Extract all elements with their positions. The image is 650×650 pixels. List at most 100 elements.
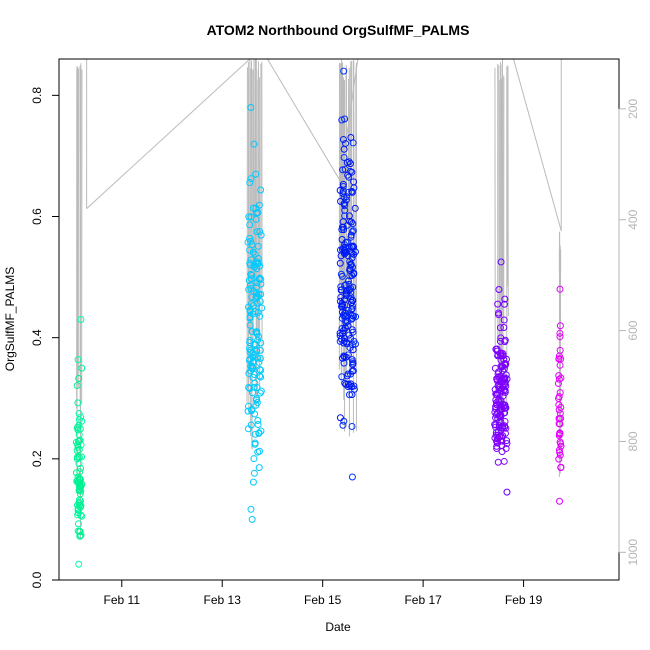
data-point: [257, 373, 265, 381]
data-point: [254, 242, 262, 250]
data-point: [499, 350, 507, 358]
data-point: [348, 356, 356, 364]
data-point: [337, 286, 345, 294]
data-point: [251, 250, 259, 258]
right-tick-label: 800: [626, 431, 640, 451]
y-axis: 0.0 0.2 0.4 0.6 0.8: [30, 87, 59, 588]
data-point: [349, 314, 357, 322]
data-point: [494, 377, 502, 385]
data-point: [346, 258, 354, 266]
data-point: [503, 488, 511, 496]
data-point: [495, 286, 503, 294]
data-point: [336, 414, 344, 422]
data-point: [500, 457, 508, 465]
data-point: [345, 391, 353, 399]
data-point: [251, 340, 259, 348]
data-point: [555, 446, 563, 454]
data-point: [556, 451, 564, 459]
data-point: [256, 389, 264, 397]
y-tick-label: 0.2: [30, 450, 44, 467]
data-point: [255, 447, 263, 455]
data-point: [257, 186, 265, 194]
y-tick-label: 0.4: [30, 329, 44, 346]
data-point: [246, 234, 254, 242]
right-tick-label: 400: [626, 209, 640, 229]
data-point: [75, 499, 83, 507]
data-point: [348, 391, 356, 399]
data-point: [254, 416, 262, 424]
data-point: [556, 430, 564, 438]
data-point: [351, 204, 359, 212]
data-point: [77, 503, 85, 511]
data-point: [247, 213, 255, 221]
data-point: [247, 175, 255, 183]
data-point: [255, 464, 263, 472]
data-point: [252, 170, 260, 178]
data-point: [557, 442, 565, 450]
data-point: [76, 425, 84, 433]
data-point: [249, 204, 257, 212]
data-point: [492, 414, 500, 422]
x-tick-label: Feb 15: [304, 593, 342, 607]
data-point: [500, 323, 508, 331]
data-point: [256, 372, 264, 380]
data-point: [338, 272, 346, 280]
data-point: [348, 473, 356, 481]
data-point: [245, 285, 253, 293]
data-point: [244, 425, 252, 433]
data-point: [556, 497, 564, 505]
data-point: [555, 355, 563, 363]
data-point: [348, 311, 356, 319]
data-point: [340, 226, 348, 234]
data-point: [347, 334, 355, 342]
profile-lines: [74, 58, 562, 540]
data-point: [348, 383, 356, 391]
data-point: [76, 490, 84, 498]
data-point: [347, 133, 355, 141]
y-axis-right: 200 400 600 800 1000: [618, 99, 640, 566]
data-point: [339, 354, 347, 362]
data-point: [74, 478, 82, 486]
data-point: [257, 231, 265, 239]
data-point: [502, 445, 510, 453]
data-point: [348, 326, 356, 334]
data-point: [336, 259, 344, 267]
data-point: [340, 417, 348, 425]
data-point: [246, 221, 254, 229]
right-tick-label: 200: [626, 99, 640, 119]
data-point: [338, 308, 346, 316]
data-point: [493, 347, 501, 355]
data-point: [252, 401, 260, 409]
data-point: [342, 380, 350, 388]
data-point: [247, 270, 255, 278]
data-point: [247, 256, 255, 264]
data-point: [246, 281, 254, 289]
y-tick-label: 0.8: [30, 87, 44, 104]
data-point: [556, 333, 564, 341]
data-point: [339, 327, 347, 335]
data-point: [493, 401, 501, 409]
transect-line: [267, 58, 341, 182]
data-point: [345, 212, 353, 220]
data-point: [348, 254, 356, 262]
data-point: [74, 356, 82, 364]
data-point: [339, 136, 347, 144]
data-point: [497, 356, 505, 364]
data-point: [348, 249, 356, 257]
data-point: [501, 417, 509, 425]
data-point: [350, 269, 358, 277]
y-tick-label: 0.0: [30, 571, 44, 588]
data-point: [343, 159, 351, 167]
transect-line: [86, 58, 251, 210]
data-point: [256, 312, 264, 320]
data-point: [342, 353, 350, 361]
data-point: [253, 228, 261, 236]
data-point: [249, 373, 257, 381]
data-point: [78, 364, 86, 372]
data-point: [341, 247, 349, 255]
data-point: [74, 520, 82, 528]
data-point: [497, 413, 505, 421]
data-point: [497, 437, 505, 445]
data-point: [348, 187, 356, 195]
